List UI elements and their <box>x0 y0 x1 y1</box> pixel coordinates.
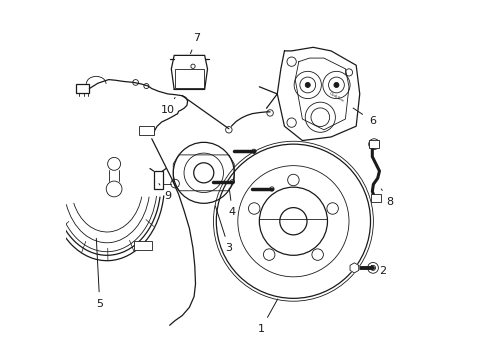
Bar <box>368 140 379 148</box>
Bar <box>175 69 203 88</box>
Text: 7: 7 <box>191 33 200 54</box>
Text: 3: 3 <box>216 206 232 253</box>
Bar <box>371 194 381 202</box>
Circle shape <box>305 82 310 87</box>
Text: 1: 1 <box>258 299 278 334</box>
Polygon shape <box>350 263 359 273</box>
Text: 8: 8 <box>381 189 394 207</box>
Text: 5: 5 <box>96 238 103 309</box>
Bar <box>139 126 153 135</box>
Text: 6: 6 <box>353 108 376 126</box>
Text: 9: 9 <box>159 184 171 201</box>
Bar <box>153 171 163 189</box>
Text: Cadillac: Cadillac <box>328 91 345 104</box>
Text: 2: 2 <box>371 266 387 276</box>
Text: 10: 10 <box>161 98 175 115</box>
Bar <box>134 241 152 250</box>
Bar <box>76 84 89 93</box>
Text: 4: 4 <box>229 188 236 217</box>
Circle shape <box>334 82 339 87</box>
